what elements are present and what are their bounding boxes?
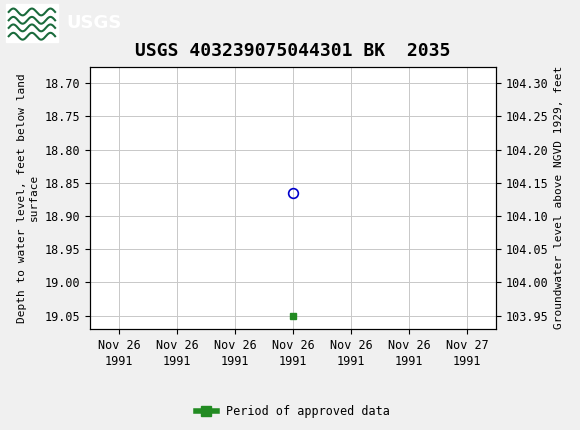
Title: USGS 403239075044301 BK  2035: USGS 403239075044301 BK 2035 [135, 42, 451, 59]
Legend: Period of approved data: Period of approved data [191, 400, 395, 423]
Y-axis label: Groundwater level above NGVD 1929, feet: Groundwater level above NGVD 1929, feet [554, 66, 564, 329]
Text: USGS: USGS [67, 14, 122, 31]
Y-axis label: Depth to water level, feet below land
surface: Depth to water level, feet below land su… [17, 73, 39, 322]
Bar [6, 3, 58, 42]
